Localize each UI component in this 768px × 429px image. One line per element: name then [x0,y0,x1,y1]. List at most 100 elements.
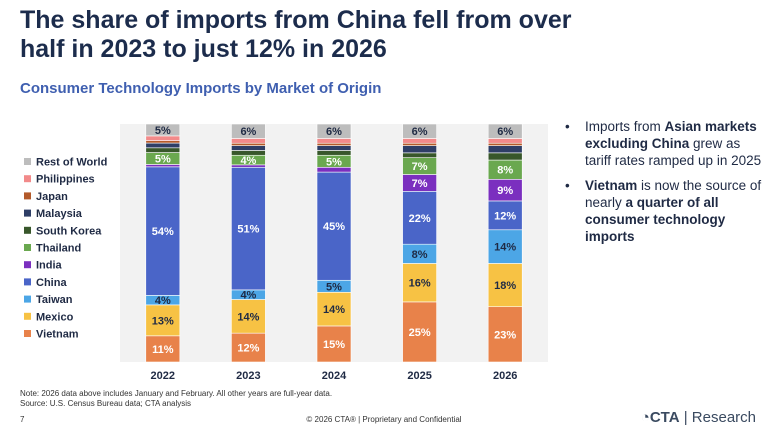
bar-segment-taiwan [487,229,523,264]
bar-segment-china [487,200,523,231]
legend-swatch [24,158,31,165]
bullet-text: a quarter of all consumer technology imp… [585,195,726,244]
bar-segment-rest-of-world [402,123,437,139]
data-label: 51% [237,224,259,236]
page-number: 7 [20,415,25,424]
data-label: 6% [497,126,513,138]
legend-swatch [24,261,31,269]
bar-segment-japan [487,142,523,146]
category-label: 2022 [151,370,175,382]
data-label: 13% [152,315,174,327]
bar-segment-philippines [231,138,266,144]
bar-segment-japan [145,140,181,144]
bar-segment-mexico [231,299,266,334]
data-label: 6% [412,126,428,138]
data-label: 6% [326,126,342,138]
data-label: 12% [237,343,259,355]
bar-segment-japan [316,142,352,146]
bar-segment-south-korea [145,147,181,153]
bar-segment-malaysia [145,142,181,149]
legend-item: Thailand [36,243,81,255]
data-label: 5% [326,156,342,168]
bullet-text: grew as tariff rates ramped up in 2025 [585,136,762,168]
bar-segment-vietnam [145,335,181,363]
bar-segment-mexico [316,291,352,327]
bar-segment-malaysia [402,145,437,154]
data-label: 45% [323,221,345,233]
footer-text: © 2026 CTA® | Proprietary and Confidenti… [306,415,462,424]
data-label: 14% [323,304,345,316]
bar-segment-philippines [487,138,523,144]
bullet-text: Imports from [585,119,665,134]
category-label: 2026 [493,370,517,382]
data-label: 18% [494,280,516,292]
source-text: Source: U.S. Census Bureau data; CTA ana… [20,399,192,408]
legend-swatch [24,226,31,234]
bar-segment-rest-of-world [231,123,266,139]
bar-segment-japan [402,142,437,146]
bar-segment-vietnam [316,325,352,363]
bar-segment-philippines [402,138,437,144]
data-label: 4% [155,295,171,307]
legend-item: Vietnam [36,329,79,341]
chart-note: Note: 2026 data above includes January a… [20,389,332,409]
bar-segment-rest-of-world [145,123,181,137]
note-text: Note: 2026 data above includes January a… [20,389,333,398]
data-label: 25% [409,327,431,339]
bar-segment-japan [231,142,266,146]
data-label: 9% [497,185,513,197]
bar-segment-vietnam [487,306,523,363]
data-label: 8% [497,165,513,177]
bar-segment-malaysia [487,145,523,154]
legend-swatch [24,312,31,320]
legend-swatch [24,330,31,337]
bullet-dot: • [565,178,570,193]
legend-swatch [24,209,31,217]
bar-segment-china [231,166,266,291]
headline: The share of imports from China fell fro… [20,6,572,63]
legend-item: Mexico [36,311,74,323]
bar-segment-china [145,166,181,296]
category-label: 2023 [236,370,260,382]
bullet-dot: • [565,119,570,134]
data-label: 5% [155,125,171,137]
legend-item: Taiwan [36,294,73,306]
bullet-item: • Vietnam is now the source of nearly a q… [563,177,763,245]
bullet-text: Vietnam [585,178,638,193]
data-label: 6% [240,126,256,138]
legend-item: Rest of World [36,157,107,169]
bar-segment-china [316,171,352,281]
bar-segment-philippines [316,138,352,144]
bar-segment-china [402,191,437,245]
bar-segment-malaysia [316,145,352,151]
stacked-bar-chart: 11% 13% 4% 54% 5% 5% 2022 12% 14% 4% 51% 4% 6% 2023 15… [24,123,548,382]
bar-segment-vietnam [231,332,266,363]
data-label: 16% [409,278,431,290]
legend-item: Philippines [36,174,95,186]
legend-item: Japan [36,191,68,203]
legend-item: China [36,277,67,289]
data-label: 22% [409,213,431,225]
category-label: 2025 [407,370,431,382]
legend-item: Malaysia [36,208,83,220]
legend-swatch [24,295,31,303]
data-label: 8% [412,249,428,261]
data-label: 11% [152,344,174,356]
legend-item: South Korea [36,225,102,237]
legend-item: India [36,260,63,272]
chart-title: Consumer Technology Imports by Market of… [20,80,382,97]
data-label: 5% [326,281,342,293]
bullet-text: is now the source of nearly [585,178,762,210]
data-label: 7% [412,178,428,190]
bar-segment-south-korea [402,152,437,158]
data-label: 23% [494,329,516,341]
brand-name: CTA [649,409,680,426]
bar-segment-malaysia [231,145,266,151]
bar-segment-south-korea [231,150,266,156]
data-label: 5% [155,154,171,166]
bar-segment-south-korea [487,152,523,161]
bar-segment-vietnam [402,301,437,363]
cta-logo-icon: ◔ [640,409,650,426]
bar-segment-mexico [487,263,523,308]
legend-swatch [24,175,31,183]
